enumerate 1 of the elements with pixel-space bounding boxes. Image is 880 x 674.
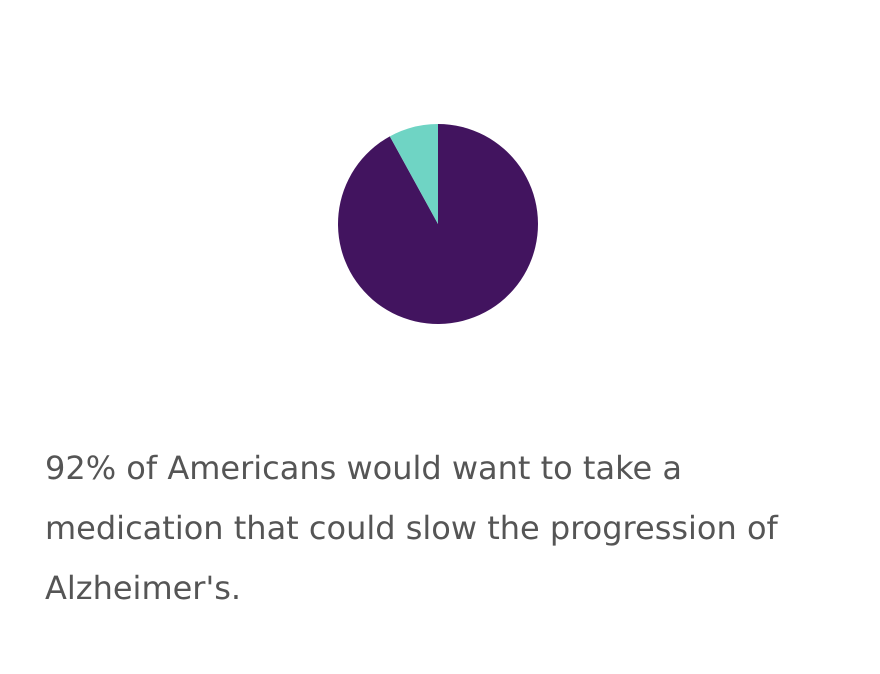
text: 92% of Americans would want to take a medication that could slow the progression of Alzheimer's. xyxy=(45,449,788,607)
